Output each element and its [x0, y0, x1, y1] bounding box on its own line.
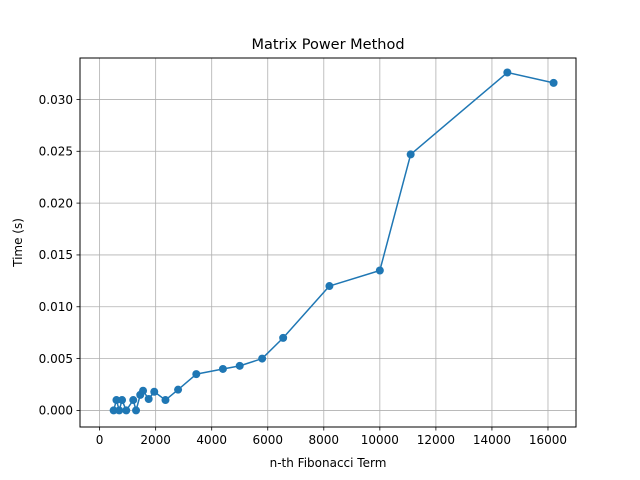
- y-axis-label: Time (s): [11, 218, 25, 268]
- data-point: [258, 354, 267, 363]
- y-axis: 0.000 0.005 0.010 0.015 0.020 0.025 0.030: [39, 93, 80, 418]
- data-point: [132, 406, 141, 415]
- data-point: [174, 385, 183, 394]
- data-point: [139, 386, 148, 395]
- data-point: [129, 396, 138, 405]
- data-point: [144, 395, 153, 404]
- x-axis-label: n-th Fibonacci Term: [270, 456, 387, 470]
- data-point: [161, 396, 170, 405]
- data-point: [192, 370, 201, 379]
- x-tick-label: 0: [96, 433, 104, 447]
- data-point: [279, 333, 288, 342]
- data-point: [122, 406, 131, 415]
- y-tick-label: 0.020: [39, 196, 73, 210]
- data-point: [235, 361, 244, 370]
- data-point: [549, 78, 558, 87]
- data-point: [406, 150, 415, 159]
- y-tick-label: 0.030: [39, 93, 73, 107]
- chart-title: Matrix Power Method: [251, 37, 404, 53]
- x-tick-label: 12000: [417, 433, 455, 447]
- series-layer: [109, 68, 558, 415]
- x-tick-label: 8000: [309, 433, 340, 447]
- y-tick-label: 0.015: [39, 248, 73, 262]
- x-tick-label: 6000: [252, 433, 283, 447]
- x-tick-label: 4000: [196, 433, 227, 447]
- data-point: [112, 396, 121, 405]
- y-tick-label: 0.005: [39, 352, 73, 366]
- data-point: [109, 406, 118, 415]
- y-tick-label: 0.000: [39, 404, 73, 418]
- data-point: [325, 282, 334, 291]
- data-point: [118, 396, 127, 405]
- data-point: [150, 387, 159, 396]
- data-point: [115, 406, 124, 415]
- x-tick-label: 2000: [140, 433, 171, 447]
- plot-frame: [79, 57, 577, 428]
- data-point: [218, 364, 227, 373]
- x-tick-label: 14000: [473, 433, 511, 447]
- data-point: [375, 266, 384, 275]
- y-tick-label: 0.010: [39, 300, 73, 314]
- y-tick-label: 0.025: [39, 145, 73, 159]
- grid: [80, 58, 576, 427]
- x-axis: 0 2000 4000 6000 8000 10000 12000 14000 16000: [96, 427, 567, 447]
- x-tick-label: 10000: [361, 433, 399, 447]
- x-tick-label: 16000: [529, 433, 567, 447]
- data-point: [503, 68, 512, 77]
